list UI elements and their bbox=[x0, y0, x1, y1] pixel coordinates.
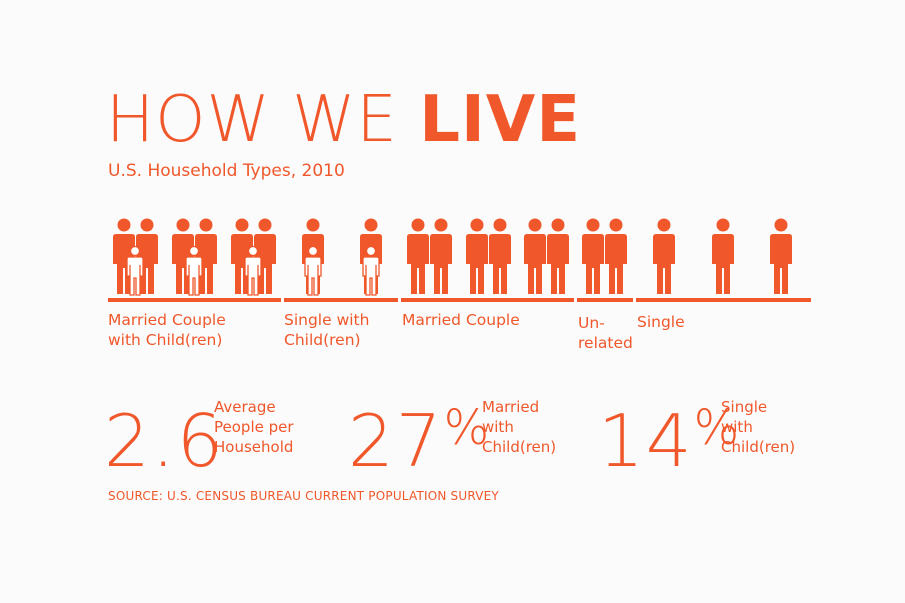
group-label-married-couple: Married Couple bbox=[402, 311, 520, 329]
stat-single-with-children: 14% bbox=[598, 388, 739, 481]
household-icon bbox=[231, 218, 276, 296]
household-figure-married-with-children bbox=[226, 218, 284, 300]
group-rule-married-with-children bbox=[108, 298, 281, 302]
household-icon bbox=[582, 218, 627, 294]
stat-unit: % bbox=[693, 400, 740, 456]
stat-value: 27 bbox=[348, 399, 444, 483]
household-icon bbox=[360, 218, 382, 296]
group-rule-unrelated bbox=[577, 298, 633, 302]
child-icon bbox=[244, 245, 262, 296]
household-icon bbox=[302, 218, 324, 296]
title-light: HOW WE bbox=[106, 83, 398, 157]
household-figure-married-with-children bbox=[108, 218, 166, 300]
adult-icon bbox=[770, 218, 792, 294]
source-note: SOURCE: U.S. CENSUS BUREAU CURRENT POPUL… bbox=[108, 489, 499, 503]
household-figure-married-with-children bbox=[167, 218, 225, 300]
group-label-unrelated: Un- related bbox=[578, 314, 633, 352]
household-figure-unrelated bbox=[577, 218, 635, 300]
adult-icon bbox=[136, 218, 158, 294]
group-rule-married-couple bbox=[401, 298, 574, 302]
adult-icon bbox=[547, 218, 569, 294]
household-figure-single bbox=[695, 218, 753, 300]
stat-value: 2.6 bbox=[104, 399, 225, 483]
household-icon bbox=[712, 218, 734, 294]
adult-icon bbox=[302, 218, 324, 294]
household-figure-single-with-children bbox=[343, 218, 401, 300]
group-label-single: Single bbox=[637, 313, 685, 331]
group-label-single-with-children: Single with Child(ren) bbox=[284, 311, 370, 349]
household-figure-married-couple bbox=[402, 218, 460, 300]
adult-icon bbox=[524, 218, 546, 294]
adult-icon bbox=[653, 218, 675, 294]
group-rule-single bbox=[636, 298, 811, 302]
adult-icon bbox=[407, 218, 429, 294]
household-icon bbox=[466, 218, 511, 294]
adult-icon bbox=[712, 218, 734, 294]
stat-label-average-people: Average People per Household bbox=[214, 398, 294, 456]
stat-average-people: 2.6 bbox=[104, 388, 225, 481]
adult-icon bbox=[254, 218, 276, 294]
stat-label-married-with-children: Married with Child(ren) bbox=[482, 398, 557, 456]
household-figure-married-couple bbox=[461, 218, 519, 300]
child-icon bbox=[362, 245, 380, 296]
page-title: HOW WE LIVE bbox=[106, 82, 581, 158]
household-figure-married-couple bbox=[519, 218, 577, 300]
household-icon bbox=[653, 218, 675, 294]
household-icon bbox=[770, 218, 792, 294]
adult-icon bbox=[605, 218, 627, 294]
stat-label-single-with-children: Single with Child(ren) bbox=[721, 398, 796, 456]
child-icon bbox=[304, 245, 322, 296]
stat-married-with-children: 27% bbox=[348, 388, 489, 481]
stat-value: 14 bbox=[598, 399, 694, 483]
stat-unit: % bbox=[443, 400, 490, 456]
adult-icon bbox=[360, 218, 382, 294]
adult-icon bbox=[430, 218, 452, 294]
adult-icon bbox=[195, 218, 217, 294]
household-icon bbox=[172, 218, 217, 296]
child-icon bbox=[185, 245, 203, 296]
adult-icon bbox=[466, 218, 488, 294]
group-label-married-with-children: Married Couple with Child(ren) bbox=[108, 311, 226, 349]
household-icon bbox=[524, 218, 569, 294]
household-figure-single bbox=[636, 218, 694, 300]
household-figure-single-with-children bbox=[285, 218, 343, 300]
adult-icon bbox=[489, 218, 511, 294]
adult-icon bbox=[582, 218, 604, 294]
household-figure-single bbox=[753, 218, 811, 300]
group-rule-single-with-children bbox=[284, 298, 398, 302]
household-icon bbox=[407, 218, 452, 294]
household-icon bbox=[113, 218, 158, 296]
title-bold: LIVE bbox=[419, 83, 582, 157]
child-icon bbox=[126, 245, 144, 296]
page-subtitle: U.S. Household Types, 2010 bbox=[108, 161, 345, 181]
